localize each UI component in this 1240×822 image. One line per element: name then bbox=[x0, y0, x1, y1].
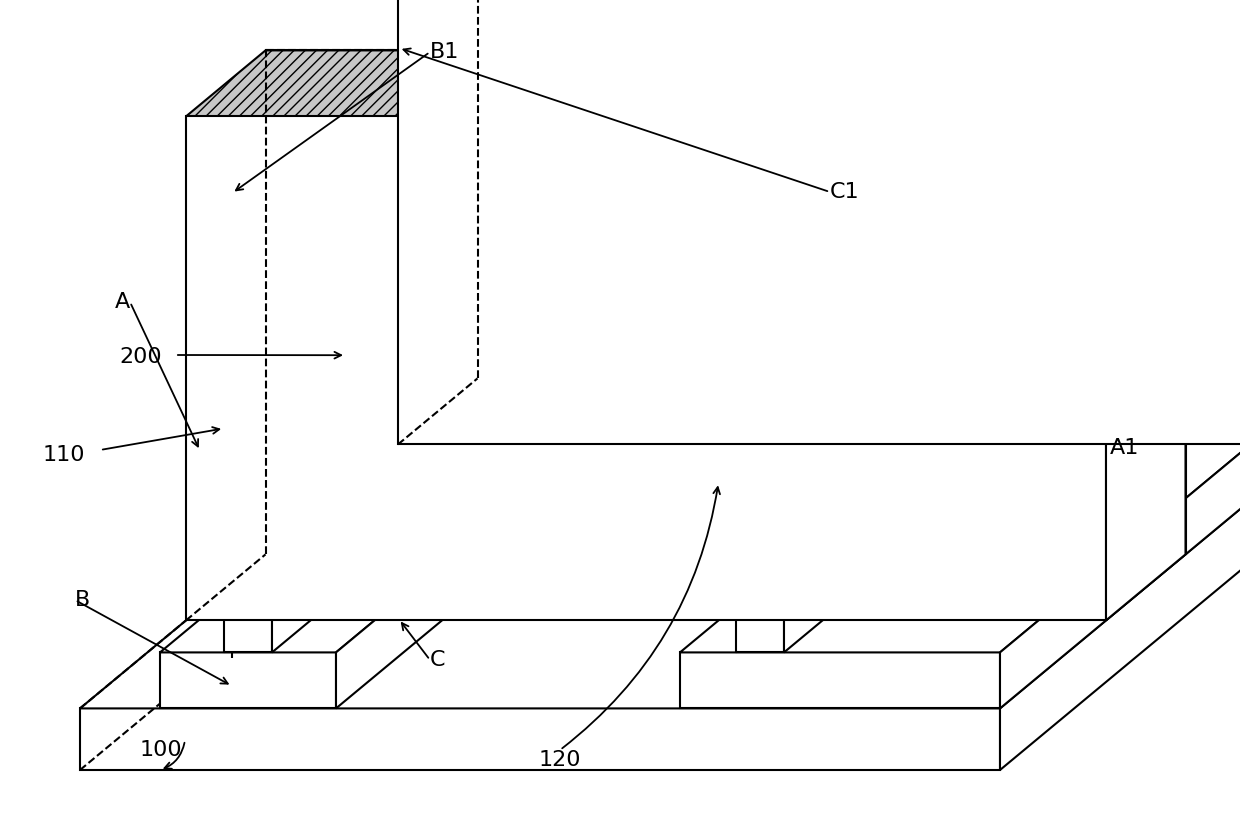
Polygon shape bbox=[1106, 50, 1185, 621]
Text: A1: A1 bbox=[1110, 438, 1140, 458]
Polygon shape bbox=[160, 256, 813, 653]
Text: A: A bbox=[115, 292, 130, 312]
Polygon shape bbox=[272, 0, 749, 653]
Polygon shape bbox=[784, 0, 1240, 653]
Text: 200: 200 bbox=[119, 347, 162, 367]
Polygon shape bbox=[224, 0, 749, 205]
Text: C: C bbox=[430, 650, 445, 670]
Polygon shape bbox=[999, 312, 1240, 770]
Polygon shape bbox=[81, 312, 1240, 709]
Text: 110: 110 bbox=[42, 445, 86, 465]
Polygon shape bbox=[186, 50, 1185, 117]
Polygon shape bbox=[999, 256, 1240, 709]
Polygon shape bbox=[265, 50, 1185, 554]
Polygon shape bbox=[81, 709, 999, 770]
Polygon shape bbox=[477, 0, 1240, 378]
Text: B1: B1 bbox=[430, 42, 459, 62]
Polygon shape bbox=[398, 0, 1240, 445]
Polygon shape bbox=[737, 0, 1240, 205]
Polygon shape bbox=[680, 256, 1240, 653]
Text: 120: 120 bbox=[538, 750, 582, 770]
Polygon shape bbox=[680, 653, 999, 709]
Polygon shape bbox=[336, 256, 813, 709]
Polygon shape bbox=[186, 117, 1106, 621]
Polygon shape bbox=[737, 205, 784, 653]
Text: 100: 100 bbox=[140, 740, 182, 760]
Text: C1: C1 bbox=[830, 182, 859, 202]
Polygon shape bbox=[160, 653, 336, 709]
Text: B: B bbox=[74, 590, 91, 610]
Polygon shape bbox=[224, 205, 272, 653]
